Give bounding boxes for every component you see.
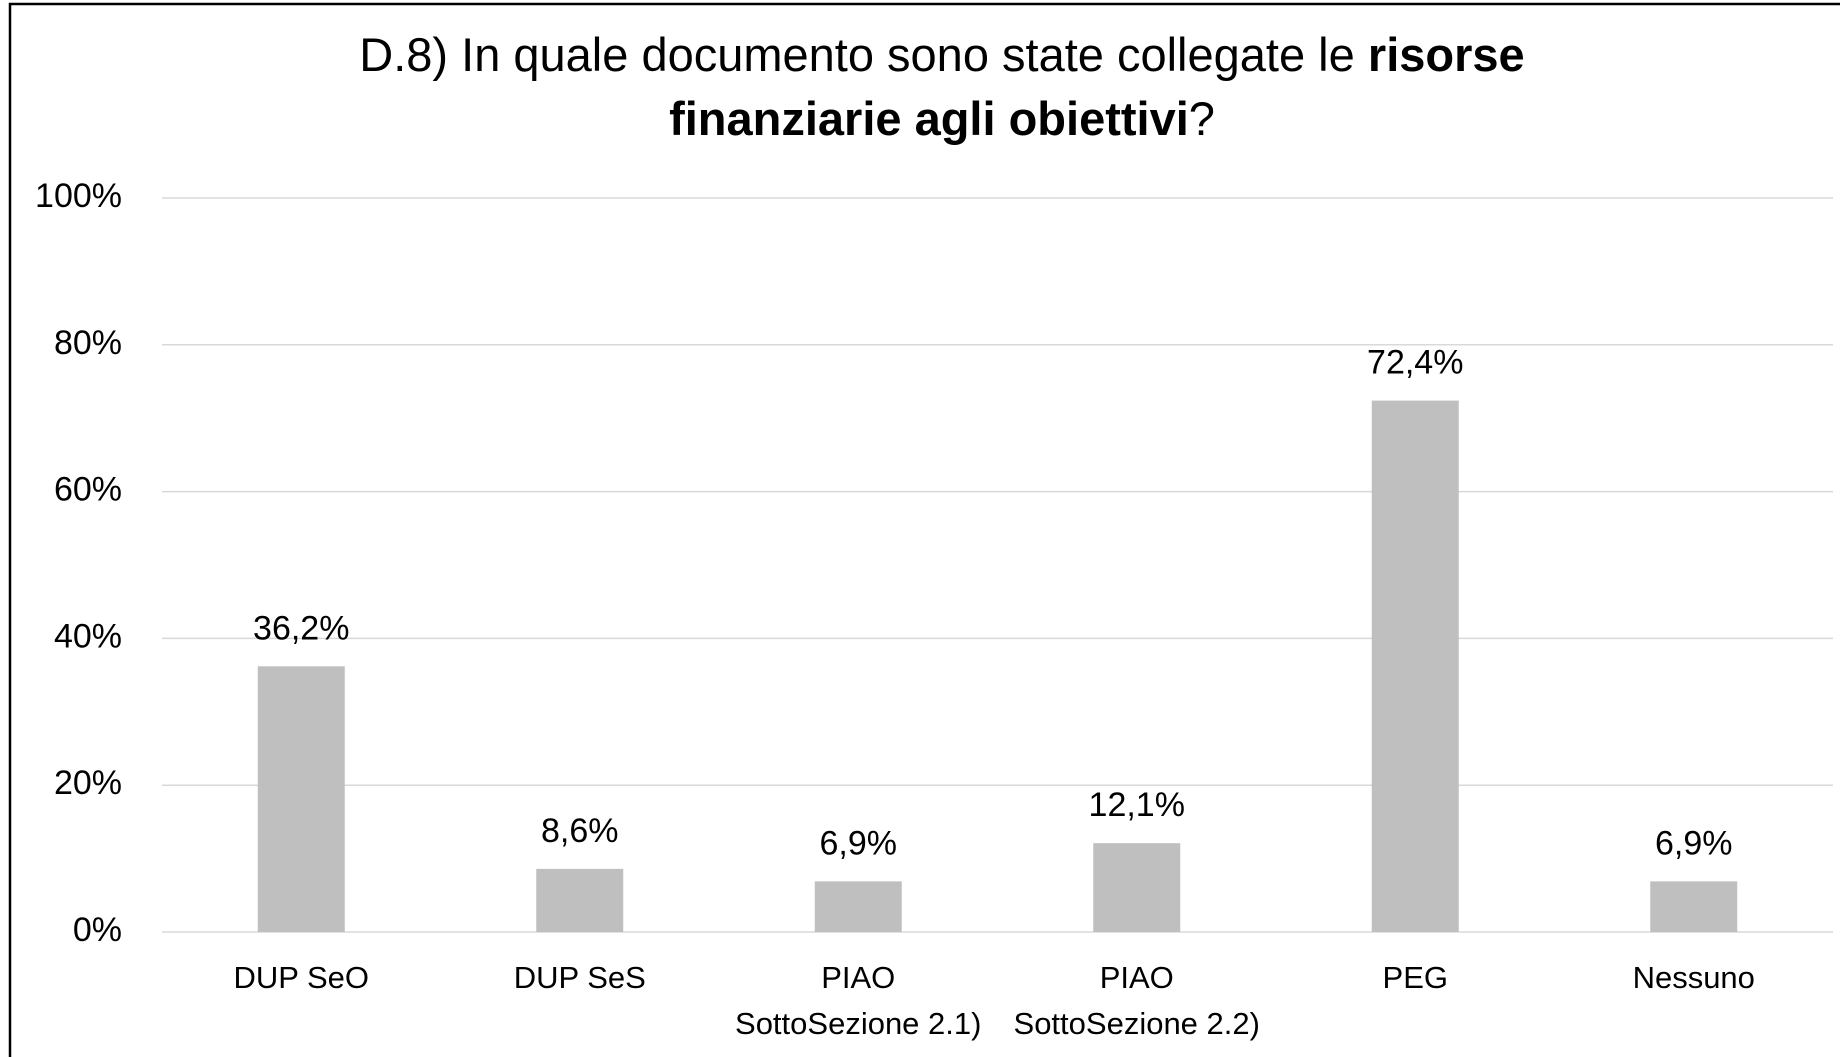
title-part: D.8) In quale documento sono state colle… [359,28,1354,81]
x-tick-label: SottoSezione 2.1) [735,1006,981,1041]
y-tick-label: 80% [54,324,122,362]
value-label: 6,9% [1655,824,1733,862]
x-tick-label: Nessuno [1633,960,1755,995]
y-tick-label: 40% [54,617,122,655]
bar [1371,400,1459,933]
x-tick-label: DUP SeS [514,960,646,995]
bar [257,666,345,932]
x-tick-label: SottoSezione 2.2) [1014,1006,1260,1041]
bar [814,881,902,932]
value-label: 72,4% [1367,344,1463,382]
bar [1093,843,1181,932]
x-tick-label: PIAO [1100,960,1174,995]
y-tick-label: 20% [54,764,122,802]
value-label: 6,9% [820,824,898,862]
chart-title: D.8) In quale documento sono state colle… [359,28,1524,81]
chart-title: finanziarie agli obiettivi? [669,92,1215,145]
title-part: finanziarie agli obiettivi [669,92,1189,145]
x-tick-label: DUP SeO [233,960,369,995]
bar [1650,881,1738,932]
title-part: ? [1189,92,1215,145]
y-tick-label: 100% [35,177,122,215]
x-tick-label: PIAO [821,960,895,995]
y-tick-label: 60% [54,471,122,509]
value-label: 8,6% [541,812,619,850]
bar [536,868,624,932]
x-tick-label: PEG [1383,960,1448,995]
y-tick-label: 0% [73,911,122,949]
value-label: 36,2% [253,609,349,647]
value-label: 12,1% [1089,786,1185,824]
title-part: risorse [1368,28,1525,81]
chart-border [8,2,1840,1057]
